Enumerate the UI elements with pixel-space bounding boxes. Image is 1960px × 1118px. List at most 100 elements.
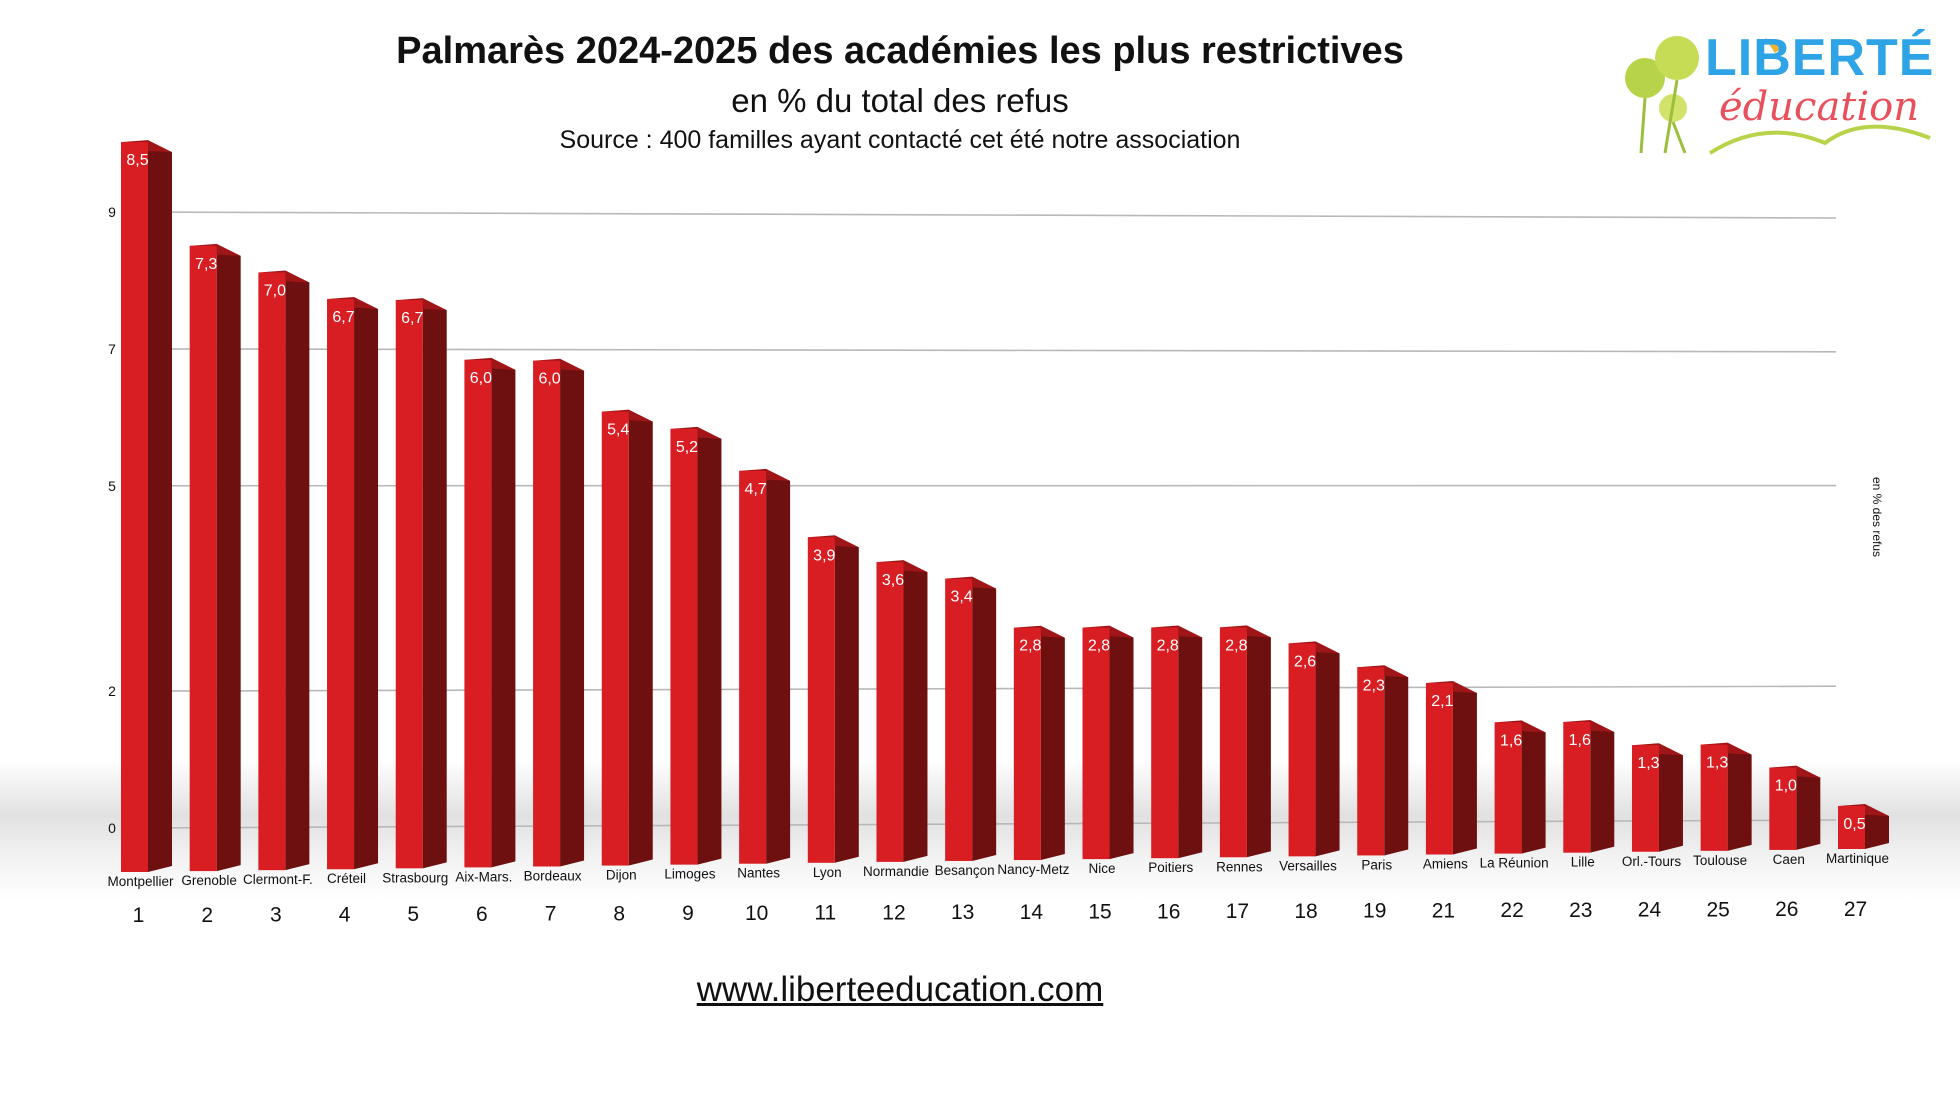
bars — [121, 140, 1889, 873]
y-tick-label: 0 — [108, 820, 116, 836]
category-label: Grenoble — [181, 873, 237, 888]
rank-label: 17 — [1226, 900, 1249, 923]
bar-value-label: 6,7 — [401, 310, 423, 327]
bar-side — [972, 578, 997, 861]
category-label: Toulouse — [1693, 853, 1747, 868]
bar — [1357, 665, 1409, 856]
rank-label: 4 — [339, 903, 351, 926]
bar-value-label: 6,0 — [470, 370, 492, 387]
rank-label: 10 — [745, 902, 768, 925]
bar-side — [1178, 627, 1203, 859]
category-label: Nantes — [737, 866, 780, 881]
bar — [739, 468, 791, 864]
rank-label: 12 — [882, 901, 905, 924]
website-link[interactable]: www.liberteeducation.com — [696, 970, 1104, 1009]
bar-front — [1563, 721, 1591, 853]
y-tick-label: 2 — [108, 683, 116, 699]
bar-value-label: 1,6 — [1569, 732, 1591, 749]
bar-value-label: 3,4 — [951, 589, 973, 606]
bar-front — [1219, 627, 1247, 858]
bar-side — [354, 299, 379, 870]
category-label: Caen — [1773, 852, 1805, 867]
bar-front — [1013, 627, 1041, 861]
bar-front — [121, 142, 148, 873]
bar — [258, 270, 310, 871]
bar — [1563, 719, 1615, 853]
rank-label: 24 — [1638, 899, 1662, 922]
rank-label: 5 — [407, 903, 419, 926]
rank-label: 14 — [1020, 901, 1044, 924]
bar — [1082, 625, 1134, 860]
rank-label: 22 — [1500, 899, 1523, 922]
bar-side — [1521, 722, 1546, 854]
gridline — [133, 348, 1837, 353]
bar — [1494, 720, 1546, 854]
bar-side — [628, 411, 653, 866]
rank-label: 21 — [1432, 899, 1455, 922]
category-label: Nice — [1089, 861, 1116, 876]
rank-label: 25 — [1706, 898, 1729, 921]
bar-side — [697, 428, 722, 865]
bar — [670, 426, 722, 865]
rank-label: 8 — [613, 902, 625, 925]
rank-label: 3 — [270, 904, 282, 927]
category-label: Créteil — [327, 871, 366, 886]
bar-value-label: 8,5 — [126, 152, 148, 169]
rank-label: 1 — [133, 904, 145, 927]
category-label: La Réunion — [1480, 856, 1549, 871]
bar-value-label: 2,3 — [1363, 677, 1385, 694]
bar-side — [1590, 721, 1615, 853]
bar-front — [601, 411, 629, 866]
category-label: Normandie — [863, 864, 929, 879]
category-label: Versailles — [1279, 858, 1337, 873]
bar — [1631, 743, 1683, 852]
rank-label: 9 — [682, 902, 694, 925]
bar-value-label: 3,6 — [882, 572, 904, 589]
bar-side — [1315, 643, 1340, 857]
bar-front — [395, 300, 423, 869]
bar — [1151, 625, 1203, 859]
bar-front — [1700, 744, 1728, 851]
bar-value-label: 1,3 — [1706, 755, 1728, 772]
logo-text-liberte: LIBERTÉ — [1705, 29, 1935, 87]
bar — [189, 243, 241, 872]
rank-label: 2 — [201, 904, 213, 927]
category-label: Lyon — [813, 865, 842, 880]
bar-front — [1082, 627, 1110, 860]
bar-value-label: 2,8 — [1019, 638, 1041, 655]
bar-value-label: 1,0 — [1775, 778, 1797, 795]
bar-side — [1452, 682, 1477, 855]
gridline — [133, 211, 1837, 219]
bar-value-label: 4,7 — [744, 481, 766, 498]
bar — [327, 297, 379, 870]
bar-front — [1631, 745, 1659, 852]
category-label: Dijon — [606, 868, 637, 883]
bar-side — [766, 470, 791, 864]
y-axis-title: en % des refus — [1870, 477, 1884, 557]
category-label: Limoges — [664, 867, 715, 882]
bar-value-label: 1,6 — [1500, 732, 1522, 749]
category-label: Aix-Mars. — [455, 869, 512, 884]
bar-value-label: 2,8 — [1157, 638, 1179, 655]
bar — [601, 409, 653, 866]
bar — [395, 298, 447, 869]
bar-value-label: 0,5 — [1843, 816, 1865, 833]
bar — [1769, 765, 1821, 850]
rank-label: 7 — [545, 903, 557, 926]
bar — [1838, 804, 1889, 849]
rank-label: 27 — [1844, 898, 1867, 921]
category-label: Nancy-Metz — [997, 862, 1069, 877]
bar — [1288, 641, 1340, 857]
category-label: Lille — [1571, 855, 1595, 870]
bar-value-label: 6,7 — [332, 309, 354, 326]
category-label: Poitiers — [1148, 860, 1193, 875]
bar-side — [1865, 806, 1889, 849]
dandelion-icon — [1625, 36, 1931, 155]
bar-value-label: 6,0 — [538, 371, 560, 388]
y-axis-ticks: 0 2 5 7 9 — [108, 204, 116, 836]
bar-front — [807, 537, 835, 863]
category-label: Martinique — [1826, 851, 1889, 866]
category-label: Montpellier — [107, 874, 174, 889]
y-tick-label: 9 — [108, 204, 116, 220]
rank-label: 23 — [1569, 899, 1592, 922]
